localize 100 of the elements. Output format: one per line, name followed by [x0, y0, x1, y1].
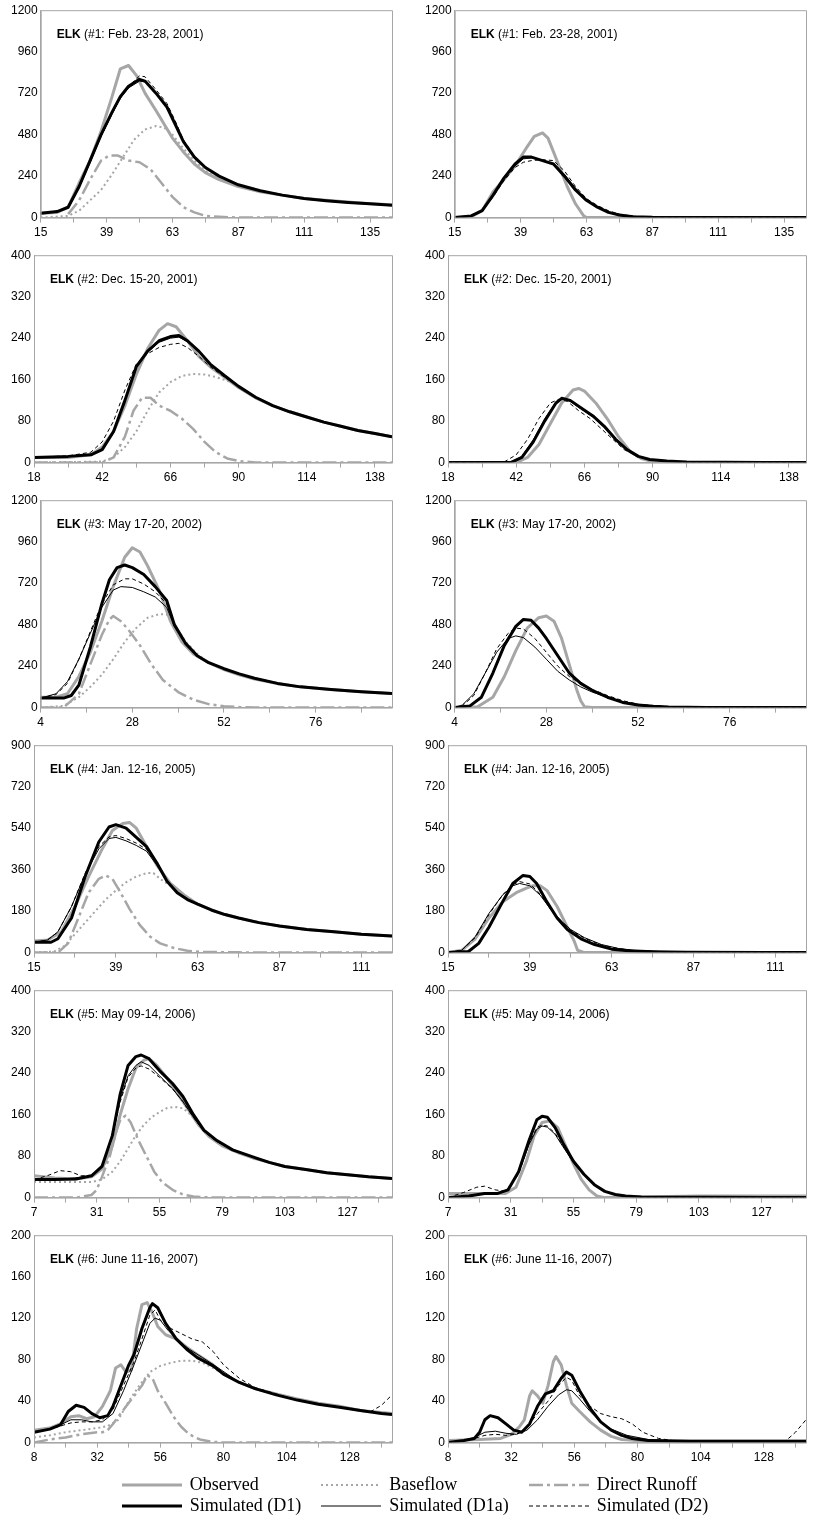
- legend-label: Observed: [189, 1474, 259, 1495]
- y-tick-label: 400: [10, 247, 32, 262]
- text: ELK (#2: Dec. 15-20, 2001): [464, 271, 612, 286]
- y-tick-label: 240: [17, 168, 39, 183]
- y-tick-label: 0: [445, 699, 453, 714]
- x-tick-label: 76: [308, 715, 323, 730]
- y-tick-label: 720: [10, 778, 32, 793]
- x-tick-label: 114: [711, 470, 731, 485]
- y-tick-label: 160: [10, 371, 32, 386]
- y-tick-label: 0: [24, 454, 32, 469]
- y-tick-label: 960: [17, 43, 39, 58]
- x-tick-label: 18: [27, 470, 42, 485]
- legend-label: Baseflow: [389, 1474, 458, 1495]
- y-tick-label: 240: [431, 658, 453, 673]
- y-tick-label: 960: [17, 533, 39, 548]
- y-tick-label: 0: [445, 209, 453, 224]
- y-tick-label: 0: [438, 1434, 446, 1449]
- y-tick-label: 360: [10, 861, 32, 876]
- x-tick-label: 63: [579, 225, 594, 240]
- y-tick-label: 80: [431, 1148, 446, 1163]
- x-tick-label: 90: [645, 470, 660, 485]
- legend-label: Simulated (D1a): [389, 1495, 509, 1516]
- text: ELK (#6: June 11-16, 2007): [50, 1251, 198, 1266]
- x-tick-label: 87: [645, 225, 660, 240]
- y-tick-label: 0: [24, 1434, 32, 1449]
- x-tick-label: 42: [95, 470, 110, 485]
- x-tick-label: 111: [709, 225, 728, 240]
- y-tick-label: 720: [17, 575, 39, 590]
- y-tick-label: 160: [424, 1106, 446, 1121]
- x-tick-label: 127: [337, 1205, 358, 1220]
- y-tick-label: 1200: [10, 2, 39, 17]
- x-tick-label: 128: [753, 1450, 775, 1465]
- x-tick-label: 7: [444, 1205, 452, 1220]
- x-tick-label: 79: [629, 1205, 644, 1220]
- x-tick-label: 87: [231, 225, 246, 240]
- y-tick-label: 0: [438, 1189, 446, 1204]
- x-tick-label: 80: [630, 1450, 645, 1465]
- y-tick-label: 1200: [424, 492, 453, 507]
- x-tick-label: 4: [37, 715, 45, 730]
- x-tick-label: 31: [504, 1205, 518, 1220]
- x-tick-label: 15: [34, 225, 48, 240]
- y-tick-label: 480: [431, 616, 453, 631]
- y-tick-label: 540: [424, 820, 446, 835]
- y-tick-label: 40: [17, 1393, 32, 1408]
- x-tick-label: 42: [509, 470, 524, 485]
- y-tick-label: 200: [10, 1227, 32, 1242]
- y-tick-label: 480: [431, 126, 453, 141]
- y-tick-label: 80: [17, 1351, 32, 1366]
- y-tick-label: 320: [424, 288, 446, 303]
- x-tick-label: 104: [276, 1450, 298, 1465]
- y-tick-label: 0: [438, 944, 446, 959]
- y-tick-label: 160: [424, 1268, 446, 1283]
- y-tick-label: 160: [10, 1106, 32, 1121]
- y-tick-label: 0: [24, 944, 32, 959]
- y-tick-label: 120: [424, 1310, 446, 1325]
- y-tick-label: 320: [10, 1023, 32, 1038]
- x-tick-label: 52: [217, 715, 231, 730]
- x-tick-label: 8: [30, 1450, 38, 1465]
- x-tick-label: 135: [360, 225, 381, 240]
- text: ELK (#3: May 17-20, 2002): [56, 516, 203, 531]
- y-tick-label: 720: [424, 778, 446, 793]
- legend-label: Simulated (D1): [189, 1495, 302, 1516]
- text: ELK (#4: Jan. 12-16, 2005): [464, 761, 610, 776]
- x-tick-label: 8: [444, 1450, 452, 1465]
- y-tick-label: 180: [424, 903, 446, 918]
- x-tick-label: 66: [577, 470, 592, 485]
- y-tick-label: 480: [17, 126, 39, 141]
- x-tick-label: 39: [523, 960, 537, 975]
- x-tick-label: 32: [90, 1450, 105, 1465]
- text: ELK (#2: Dec. 15-20, 2001): [50, 271, 198, 286]
- y-tick-label: 240: [431, 168, 453, 183]
- x-tick-label: 135: [774, 225, 795, 240]
- y-tick-label: 80: [17, 413, 32, 428]
- x-tick-label: 56: [153, 1450, 168, 1465]
- y-tick-label: 400: [424, 982, 446, 997]
- x-tick-label: 55: [566, 1205, 581, 1220]
- x-tick-label: 90: [231, 470, 246, 485]
- y-tick-label: 180: [10, 903, 32, 918]
- y-tick-label: 240: [424, 1065, 446, 1080]
- y-tick-label: 160: [424, 371, 446, 386]
- y-tick-label: 120: [10, 1310, 32, 1325]
- text: ELK (#5: May 09-14, 2006): [50, 1006, 196, 1021]
- y-tick-label: 540: [10, 820, 32, 835]
- x-tick-label: 55: [152, 1205, 167, 1220]
- x-tick-label: 7: [30, 1205, 38, 1220]
- text: ELK (#1: Feb. 23-28, 2001): [56, 26, 204, 41]
- x-tick-label: 63: [604, 960, 619, 975]
- x-tick-label: 31: [90, 1205, 104, 1220]
- x-tick-label: 39: [513, 225, 528, 240]
- x-tick-label: 76: [722, 715, 737, 730]
- x-tick-label: 103: [688, 1205, 710, 1220]
- x-tick-label: 28: [539, 715, 554, 730]
- text: ELK (#5: May 09-14, 2006): [464, 1006, 610, 1021]
- y-tick-label: 0: [438, 454, 446, 469]
- y-tick-label: 320: [10, 288, 32, 303]
- text: ELK (#1: Feb. 23-28, 2001): [470, 26, 618, 41]
- x-tick-label: 111: [766, 960, 785, 975]
- x-tick-label: 63: [165, 225, 180, 240]
- y-tick-label: 80: [17, 1148, 32, 1163]
- y-tick-label: 200: [424, 1227, 446, 1242]
